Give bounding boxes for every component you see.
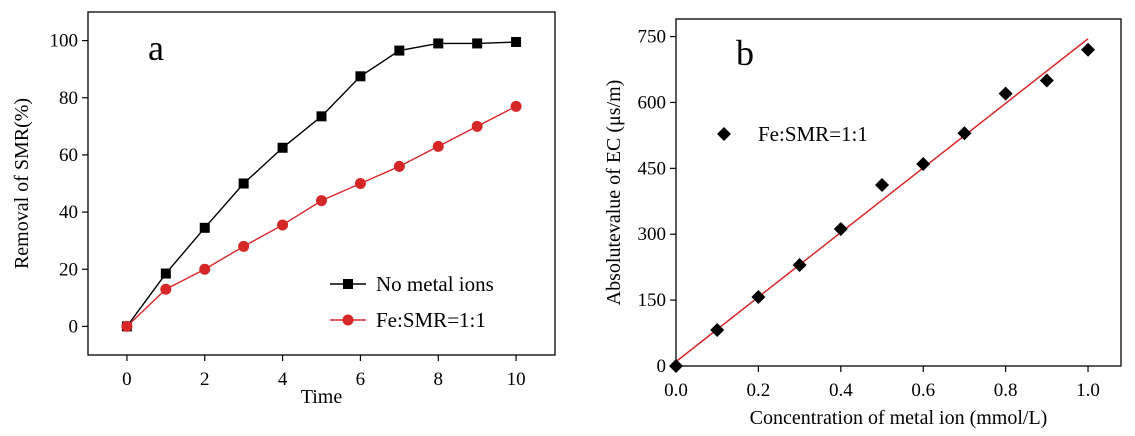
data-point — [160, 268, 171, 279]
data-point — [199, 263, 211, 275]
legend-label: Fe:SMR=1:1 — [376, 308, 486, 332]
data-point — [792, 257, 807, 272]
y-tick-label: 40 — [59, 202, 78, 223]
y-tick-label: 20 — [59, 259, 78, 280]
y-axis-label: Removal of SMR(%) — [11, 98, 33, 269]
data-point — [121, 320, 133, 332]
x-axis-label: Time — [301, 386, 343, 408]
data-point — [472, 38, 483, 49]
y-tick-label: 80 — [59, 88, 78, 109]
legend-marker — [343, 279, 353, 289]
data-point — [393, 160, 405, 172]
series-0 — [669, 42, 1096, 373]
x-tick-label: 6 — [356, 369, 366, 390]
data-point — [833, 221, 848, 236]
data-point — [354, 178, 366, 189]
legend-label: No metal ions — [376, 272, 494, 296]
data-point — [751, 290, 766, 305]
data-point — [432, 140, 444, 152]
y-tick-label: 600 — [638, 92, 667, 113]
legend-marker — [717, 127, 731, 141]
panel-label: a — [148, 28, 164, 68]
x-tick-label: 4 — [278, 369, 288, 390]
data-point — [511, 37, 522, 48]
y-tick-label: 150 — [638, 290, 667, 311]
data-point — [1039, 73, 1054, 88]
data-point — [277, 142, 288, 153]
data-point — [998, 86, 1013, 101]
data-point — [394, 45, 405, 56]
x-tick-label: 0.2 — [747, 380, 771, 401]
x-tick-label: 0.8 — [994, 380, 1018, 401]
data-point — [875, 178, 890, 193]
y-tick-label: 0 — [69, 316, 79, 337]
x-tick-label: 10 — [507, 369, 526, 390]
data-point — [710, 322, 725, 337]
y-tick-label: 750 — [638, 27, 667, 48]
y-tick-label: 0 — [657, 356, 667, 377]
data-point — [916, 156, 931, 171]
x-tick-label: 0.0 — [664, 380, 688, 401]
data-point — [957, 126, 972, 141]
plot-frame — [87, 11, 556, 356]
data-point — [433, 38, 444, 49]
x-tick-label: 1.0 — [1076, 380, 1100, 401]
data-point — [355, 71, 366, 82]
x-tick-label: 0.6 — [911, 380, 935, 401]
x-axis-label: Concentration of metal ion (mmol/L) — [750, 407, 1048, 429]
x-tick-label: 2 — [200, 369, 210, 390]
data-point — [669, 359, 683, 373]
legend-marker — [342, 314, 354, 326]
legend-entry: No metal ions — [330, 272, 494, 296]
legend-entry: Fe:SMR=1:1 — [330, 308, 486, 332]
data-point — [316, 111, 327, 122]
fit-line — [675, 38, 1089, 363]
x-tick-label: 0 — [122, 369, 132, 390]
data-point — [199, 222, 210, 233]
y-tick-label: 100 — [50, 31, 79, 52]
y-tick-label: 300 — [638, 224, 667, 245]
series-1 — [121, 100, 522, 332]
data-point — [238, 178, 249, 189]
y-tick-label: 60 — [59, 145, 78, 166]
legend-entry: Fe:SMR=1:1 — [717, 122, 868, 146]
data-point — [316, 195, 327, 207]
x-tick-label: 8 — [434, 369, 444, 390]
panel-label: b — [736, 33, 754, 73]
legend-label: Fe:SMR=1:1 — [758, 122, 868, 146]
data-point — [1081, 42, 1096, 57]
chart-panel-b: 0.0 0.2 0.4 0.6 0.8 1.0 0 150 300 450 600 750 Concen… — [603, 18, 1122, 429]
data-point — [160, 283, 172, 295]
y-tick-label: 450 — [638, 158, 667, 179]
data-point — [471, 120, 483, 132]
plot-frame — [675, 18, 1122, 367]
data-point — [510, 100, 522, 112]
data-point — [277, 219, 289, 231]
data-point — [238, 240, 250, 252]
x-tick-label: 0.4 — [829, 380, 853, 401]
y-axis-label: Absolutevalue of EC (μs/m) — [603, 80, 625, 306]
